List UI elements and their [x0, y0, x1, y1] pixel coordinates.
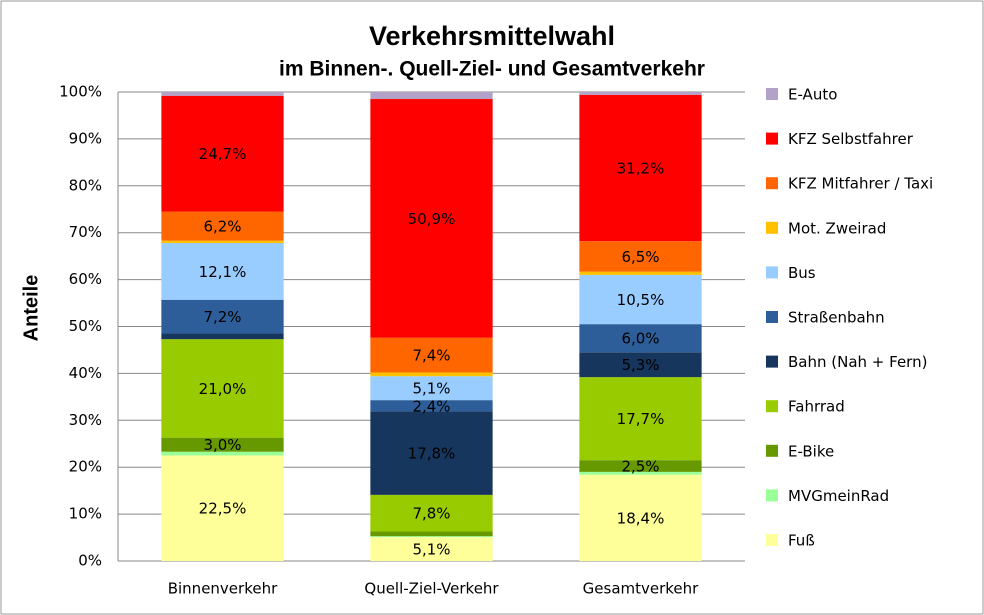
bar-segment: [161, 95, 284, 212]
legend-swatch: [766, 534, 778, 546]
bar-segment: [579, 460, 702, 472]
value-label: 7,2%: [203, 308, 241, 326]
value-label: 6,2%: [203, 218, 241, 236]
value-label: 3,0%: [203, 436, 241, 454]
bar-segment: [161, 451, 284, 456]
bar-segment: [161, 299, 284, 334]
legend-label: Mot. Zweirad: [788, 219, 886, 237]
bar-segment: [370, 411, 493, 495]
bar-segment: [370, 531, 493, 537]
value-label: 2,5%: [621, 458, 659, 476]
x-tick-label: Quell-Ziel-Verkehr: [364, 580, 499, 598]
y-tick-label: 70%: [69, 223, 102, 241]
legend-label: Fahrrad: [788, 398, 845, 416]
bar-segment: [579, 92, 702, 95]
value-label: 5,1%: [412, 541, 450, 559]
y-tick-label: 80%: [69, 176, 102, 194]
bar-segment: [161, 240, 284, 244]
value-label: 7,4%: [412, 347, 450, 365]
bar-segment: [161, 243, 284, 300]
value-label: 10,5%: [617, 291, 665, 309]
legend-swatch: [766, 400, 778, 413]
bar-segment: [370, 372, 493, 377]
legend-label: E-Bike: [788, 442, 834, 460]
legend-swatch: [766, 177, 778, 190]
value-label: 18,4%: [617, 509, 665, 527]
value-label: 50,9%: [408, 210, 456, 228]
legend-swatch: [766, 221, 778, 234]
y-tick-label: 90%: [69, 129, 102, 147]
bar-segment: [579, 241, 702, 272]
legend-label: MVGmeinRad: [788, 487, 889, 505]
bar-segment: [370, 92, 493, 100]
y-axis-label: Anteile: [20, 275, 42, 342]
chart-subtitle: im Binnen-. Quell-Ziel- und Gesamtverkeh…: [279, 58, 705, 81]
bar-segment: [161, 455, 284, 561]
bar-segment: [161, 437, 284, 452]
bar-segment: [579, 471, 702, 475]
y-tick-label: 20%: [69, 458, 102, 476]
y-tick-label: 60%: [69, 270, 102, 288]
legend-swatch: [766, 266, 778, 279]
value-label: 17,8%: [408, 445, 456, 463]
bar-segment: [579, 352, 702, 378]
legend-label: KFZ Mitfahrer / Taxi: [788, 175, 933, 193]
value-label: 24,7%: [199, 145, 247, 163]
bar-segment: [579, 271, 702, 275]
bar-segment: [370, 537, 493, 561]
bar-segment: [161, 92, 284, 96]
legend-swatch: [766, 311, 778, 323]
bar-segment: [370, 400, 493, 412]
legend-label: Bahn (Nah + Fern): [788, 353, 927, 371]
value-label: 31,2%: [617, 159, 665, 177]
legend-swatch: [766, 489, 778, 502]
legend-swatch: [766, 444, 778, 457]
bar-segment: [370, 337, 493, 373]
legend-label: Straßenbahn: [788, 309, 885, 327]
legend-label: Bus: [788, 264, 816, 282]
value-label: 6,0%: [621, 330, 659, 348]
bar-segment: [370, 494, 493, 532]
bar-segment: [161, 211, 284, 241]
legend-swatch: [766, 132, 778, 145]
value-label: 22,5%: [199, 500, 247, 518]
bar-segment: [161, 339, 284, 438]
value-label: 6,5%: [621, 248, 659, 266]
chart-title: Verkehrsmittelwahl: [369, 21, 615, 51]
bar-segment: [370, 99, 493, 338]
bar-segment: [579, 274, 702, 325]
y-tick-label: 40%: [69, 364, 102, 382]
y-tick-label: 0%: [78, 552, 102, 570]
bar-segment: [579, 94, 702, 242]
value-label: 12,1%: [199, 263, 247, 281]
value-label: 5,3%: [621, 356, 659, 374]
legend-label: Fuß: [788, 532, 815, 550]
bar-segment: [370, 536, 493, 538]
bar-segment: [161, 333, 284, 340]
value-label: 5,1%: [412, 380, 450, 398]
legend-swatch: [766, 355, 778, 368]
value-label: 21,0%: [199, 380, 247, 398]
bar-segment: [579, 324, 702, 353]
value-label: 17,7%: [617, 410, 665, 428]
legend-label: E-Auto: [788, 86, 837, 104]
y-tick-label: 30%: [69, 411, 102, 429]
x-tick-label: Gesamtverkehr: [583, 580, 700, 598]
bar-segment: [370, 376, 493, 401]
legend-swatch: [766, 88, 778, 100]
y-tick-label: 10%: [69, 505, 102, 523]
x-tick-label: Binnenverkehr: [168, 580, 278, 598]
y-tick-label: 100%: [59, 83, 102, 101]
value-label: 7,8%: [412, 505, 450, 523]
y-tick-label: 50%: [69, 317, 102, 335]
value-label: 2,4%: [412, 397, 450, 415]
legend-label: KFZ Selbstfahrer: [788, 130, 914, 148]
bar-segment: [579, 474, 702, 561]
bar-segment: [579, 377, 702, 461]
